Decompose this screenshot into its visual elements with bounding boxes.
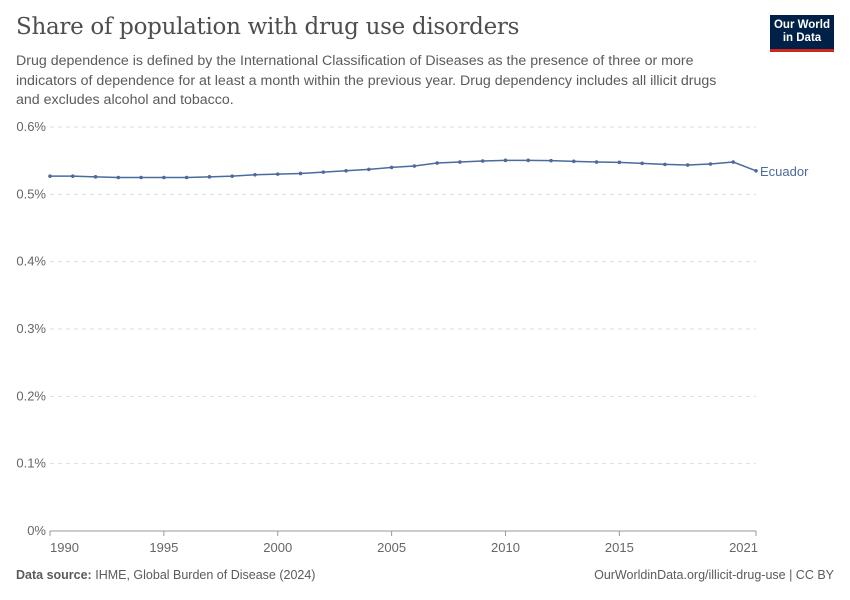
series-label: Ecuador [760, 164, 809, 179]
data-point [253, 173, 257, 177]
data-point [480, 159, 485, 163]
y-tick-label: 0.4% [16, 254, 46, 269]
y-tick-label: 0.3% [16, 321, 46, 336]
y-tick-label: 0.2% [16, 388, 46, 403]
y-tick-label: 0% [27, 523, 46, 538]
data-point [412, 164, 417, 168]
data-point [367, 167, 371, 172]
data-point [116, 175, 121, 180]
data-point [70, 174, 75, 178]
x-tick-label: 2005 [377, 540, 406, 555]
logo-text: Our World in Data [773, 19, 830, 44]
data-point [549, 158, 553, 163]
data-point [230, 174, 234, 178]
x-tick-label: 1990 [50, 540, 79, 555]
data-point [184, 175, 189, 180]
y-tick-label: 0.6% [16, 119, 46, 134]
data-source: Data source: IHME, Global Burden of Dise… [16, 568, 315, 582]
data-point [139, 175, 143, 180]
y-tick-label: 0.1% [16, 456, 46, 471]
source-link[interactable]: OurWorldinData.org/illicit-drug-use | CC… [594, 568, 834, 582]
x-tick-label: 1995 [149, 540, 178, 555]
x-tick-label: 2015 [605, 540, 634, 555]
data-point [321, 170, 326, 174]
data-point [207, 175, 212, 179]
data-point [389, 165, 394, 170]
data-point [572, 159, 576, 164]
x-tick-label: 2010 [491, 540, 520, 555]
data-point [663, 162, 667, 167]
data-point [298, 171, 303, 176]
data-point [617, 160, 622, 165]
data-point [275, 172, 280, 176]
chart-title: Share of population with drug use disord… [16, 14, 520, 40]
data-point [640, 161, 644, 166]
data-point [731, 160, 736, 164]
data-point [162, 175, 166, 180]
data-point [503, 158, 508, 163]
data-point [435, 161, 439, 165]
data-point [685, 163, 690, 167]
source-text[interactable]: IHME, Global Burden of Disease (2024) [95, 568, 316, 582]
data-point [594, 160, 599, 164]
data-point [754, 168, 758, 173]
y-tick-label: 0.5% [16, 186, 46, 201]
series-line-ecuador [50, 159, 757, 179]
source-label: Data source: [16, 568, 92, 582]
data-point [708, 162, 713, 166]
x-tick-label: 2021 [729, 540, 758, 555]
data-point [93, 175, 98, 179]
data-point [48, 174, 52, 178]
data-point [344, 168, 348, 173]
data-point [458, 160, 462, 164]
chart-subtitle: Drug dependence is defined by the Intern… [16, 53, 717, 108]
owid-logo[interactable]: Our World in Data [770, 15, 834, 52]
data-point [526, 158, 531, 163]
x-tick-label: 2000 [263, 540, 292, 555]
